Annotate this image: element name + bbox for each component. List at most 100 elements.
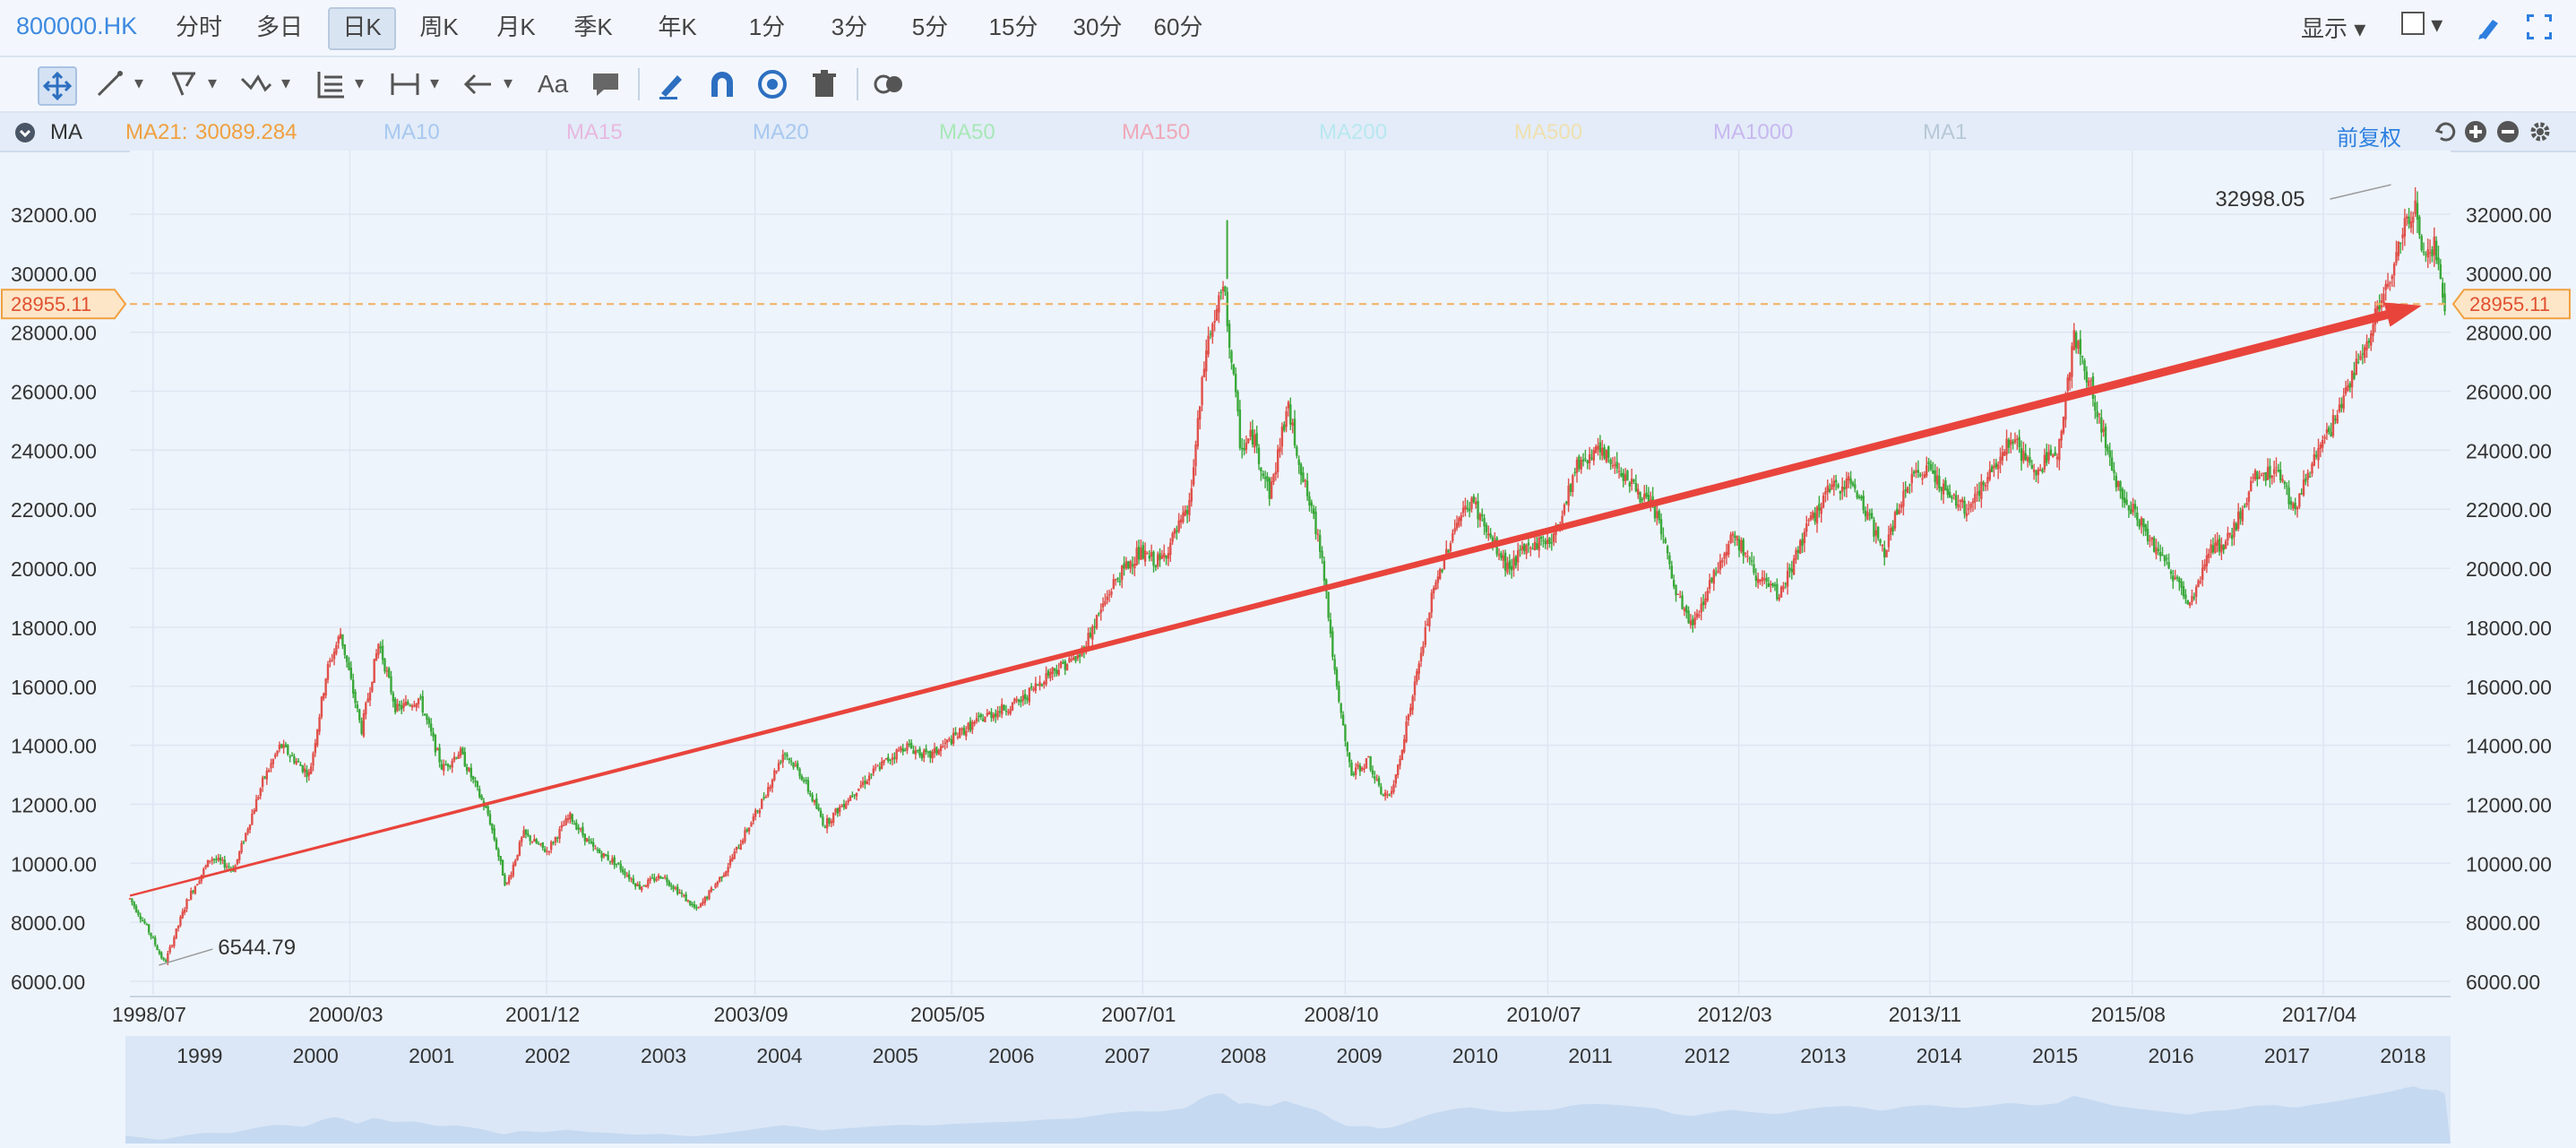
candle-body (1521, 546, 1524, 550)
year-label: 2000 (293, 1044, 339, 1067)
zoom-in-icon[interactable] (2464, 120, 2487, 143)
text-tool-button[interactable]: Aa (538, 70, 569, 98)
tab-15min[interactable]: 15分 (988, 13, 1038, 40)
tab-yuek[interactable]: 月K (496, 13, 536, 40)
toggle-icon[interactable] (871, 66, 907, 102)
kline-chart[interactable]: 32000.00 30000.00 28000.00 26000.00 24000.00… (0, 151, 2576, 1036)
ma10-label[interactable]: MA10 (383, 120, 440, 144)
candle-body (1917, 470, 1920, 473)
ma1000-label[interactable]: MA1000 (1713, 120, 1794, 144)
tab-jik[interactable]: 季K (573, 13, 613, 40)
tab-duori[interactable]: 多日 (255, 13, 303, 40)
pen-icon[interactable] (2475, 13, 2502, 45)
candle-body (2205, 555, 2209, 566)
chevron-down-icon[interactable]: ▾ (430, 73, 440, 93)
candle-body (1980, 481, 1983, 499)
candle-body (2356, 361, 2360, 363)
adjust-button[interactable]: 前复权 (2337, 126, 2401, 151)
candle-body (440, 764, 444, 770)
candle-body (410, 705, 414, 708)
candle-body (1234, 374, 1237, 393)
candle-body (175, 928, 177, 938)
zoom-out-icon[interactable] (2496, 120, 2520, 143)
navigator[interactable]: 1999 2000 2001 2002 2003 2004 2005 2006 2007 2008… (125, 1036, 2451, 1144)
candle-body (1658, 511, 1660, 521)
current-price-label-left: 28955.11 (11, 293, 91, 315)
chevron-down-icon[interactable]: ▾ (281, 73, 291, 93)
ma20-label[interactable]: MA20 (753, 120, 809, 144)
ma150-label[interactable]: MA150 (1122, 120, 1191, 144)
candle-body (287, 745, 289, 755)
fib-icon[interactable] (314, 66, 349, 102)
candle-body (788, 758, 791, 761)
settings-gear-icon[interactable] (2529, 120, 2552, 143)
candle-body (563, 824, 565, 826)
candle-body (2060, 430, 2063, 441)
collapse-icon[interactable] (14, 122, 36, 143)
candle-body (786, 754, 788, 757)
candle-body (2110, 457, 2114, 471)
candle-body (931, 751, 934, 759)
comment-icon[interactable] (588, 66, 624, 102)
ma200-label[interactable]: MA200 (1319, 120, 1388, 144)
tab-3min[interactable]: 3分 (831, 13, 868, 40)
chevron-down-icon[interactable]: ▾ (134, 73, 144, 93)
candle-body (1329, 619, 1332, 634)
tab-rik[interactable]: 日K (328, 7, 396, 50)
candle-body (2102, 428, 2105, 432)
measure-icon[interactable] (387, 66, 423, 102)
ma50-label[interactable]: MA50 (939, 120, 995, 144)
candle-body (1481, 514, 1484, 517)
ma21-label[interactable]: MA21: (125, 120, 188, 144)
tab-30min[interactable]: 30分 (1073, 13, 1123, 40)
display-dropdown[interactable]: 显示 ▾ (2301, 15, 2366, 42)
candle-body (1567, 485, 1570, 506)
candle-body (240, 842, 243, 852)
chevron-down-icon[interactable]: ▾ (355, 73, 365, 93)
candle-body (2203, 564, 2206, 570)
layout-dropdown[interactable]: ▾ (2401, 11, 2442, 43)
candle-body (2115, 475, 2118, 488)
year-label: 2005 (873, 1044, 918, 1067)
undo-icon[interactable] (2434, 120, 2457, 143)
candle-body (809, 793, 812, 795)
tab-1min[interactable]: 1分 (748, 13, 786, 40)
candle-body (2020, 448, 2023, 462)
candle-body (1746, 556, 1749, 557)
candle-body (596, 849, 599, 851)
tab-5min[interactable]: 5分 (911, 13, 949, 40)
ma15-label[interactable]: MA15 (566, 120, 623, 144)
candle-body (1215, 308, 1219, 321)
arrow-icon[interactable] (461, 66, 496, 102)
fullscreen-icon[interactable] (2525, 13, 2554, 45)
wave-icon[interactable] (238, 66, 274, 102)
candle-body (1729, 534, 1732, 543)
candle-body (1597, 445, 1599, 450)
candle-body (2224, 540, 2227, 549)
candle-body (451, 760, 453, 768)
min-annotation-leader (159, 948, 213, 966)
tab-niank[interactable]: 年K (658, 13, 697, 40)
magnet-icon[interactable] (704, 66, 740, 102)
tab-fenshi[interactable]: 分时 (175, 13, 222, 40)
chevron-down-icon[interactable]: ▾ (208, 73, 218, 93)
candle-body (1719, 560, 1722, 570)
ma500-label[interactable]: MA500 (1514, 120, 1583, 144)
ma1-label[interactable]: MA1 (1923, 120, 1968, 144)
pen-icon[interactable] (654, 66, 690, 102)
tab-zhouk[interactable]: 周K (419, 13, 459, 40)
channel-icon[interactable] (167, 66, 202, 102)
candle-body (2188, 602, 2192, 606)
trash-icon[interactable] (806, 66, 842, 102)
symbol-label[interactable]: 800000.HK (16, 13, 138, 39)
candle-body (1824, 491, 1827, 495)
year-label: 2011 (1568, 1044, 1612, 1067)
candle-body (2130, 509, 2132, 514)
candle-body (889, 759, 892, 761)
chevron-down-icon[interactable]: ▾ (504, 73, 513, 93)
move-icon[interactable] (38, 66, 77, 106)
line-icon[interactable] (93, 66, 129, 102)
tab-60min[interactable]: 60分 (1153, 13, 1203, 40)
candle-body (198, 880, 201, 885)
eye-icon[interactable] (754, 66, 790, 102)
